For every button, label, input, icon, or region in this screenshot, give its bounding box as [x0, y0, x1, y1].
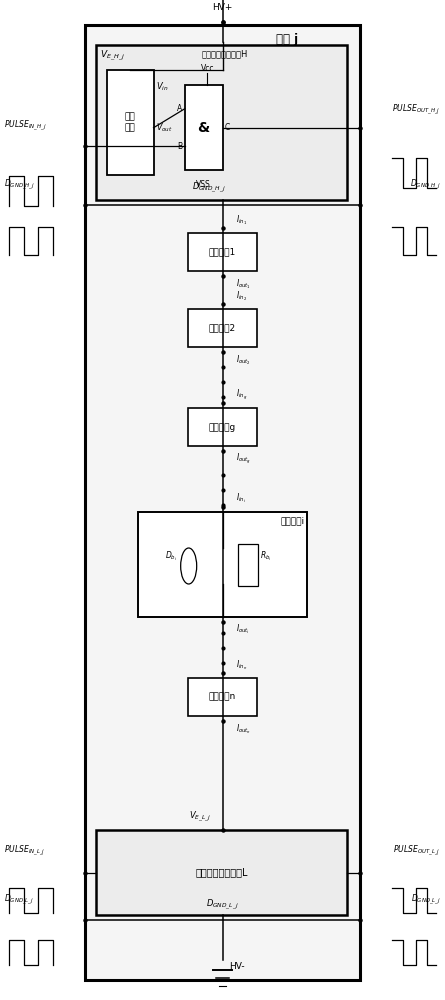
Text: $I_{out_i}$: $I_{out_i}$ — [236, 623, 250, 636]
Text: $V_{E\_L\_j}$: $V_{E\_L\_j}$ — [189, 810, 211, 824]
Text: $PULSE_{OUT\_H\_j}$: $PULSE_{OUT\_H\_j}$ — [392, 102, 441, 117]
Text: $I_{out_1}$: $I_{out_1}$ — [236, 277, 251, 291]
Bar — [188, 233, 257, 271]
Bar — [96, 830, 347, 915]
Text: 臂桥 j: 臂桥 j — [276, 33, 298, 46]
Text: $V_{E\_H\_j}$: $V_{E\_H\_j}$ — [100, 49, 125, 63]
Text: $D_{GND\_L\_j}$: $D_{GND\_L\_j}$ — [206, 898, 239, 912]
Text: $D_{GND\_L\_j}$: $D_{GND\_L\_j}$ — [411, 893, 441, 907]
Bar — [188, 309, 257, 347]
Text: B: B — [177, 142, 182, 151]
Bar — [188, 678, 257, 716]
Text: 恒流模块1: 恒流模块1 — [209, 247, 236, 256]
Text: $D_{GND\_H\_j}$: $D_{GND\_H\_j}$ — [192, 181, 226, 195]
Bar — [238, 544, 258, 586]
Text: $V_{out}$: $V_{out}$ — [156, 121, 173, 134]
Text: $I_{out_n}$: $I_{out_n}$ — [236, 722, 251, 736]
Text: $I_{in_2}$: $I_{in_2}$ — [236, 289, 247, 303]
Text: Vcc: Vcc — [201, 64, 214, 73]
Bar — [138, 512, 307, 616]
Text: $I_{in_g}$: $I_{in_g}$ — [236, 388, 247, 402]
Bar — [96, 45, 347, 200]
Text: C: C — [225, 123, 230, 132]
Text: $I_{out_2}$: $I_{out_2}$ — [236, 353, 251, 367]
Text: &: & — [198, 121, 210, 135]
Text: $D_{b_i}$: $D_{b_i}$ — [165, 549, 178, 563]
Text: $I_{in_n}$: $I_{in_n}$ — [236, 658, 247, 672]
Text: $D_{GND\_L\_j}$: $D_{GND\_L\_j}$ — [4, 893, 34, 907]
Text: $I_{in_1}$: $I_{in_1}$ — [236, 213, 247, 227]
Text: VSS: VSS — [196, 180, 211, 189]
Text: 恒流模块g: 恒流模块g — [209, 422, 236, 432]
Text: 悬浮脉冲驱动模块H: 悬浮脉冲驱动模块H — [201, 49, 248, 58]
Text: $R_{b_i}$: $R_{b_i}$ — [260, 549, 272, 563]
Bar — [188, 408, 257, 446]
Bar — [85, 25, 360, 980]
Text: 稳压
电路: 稳压 电路 — [125, 113, 136, 132]
Text: A: A — [177, 104, 182, 113]
Text: 恒流模块n: 恒流模块n — [209, 692, 236, 702]
Text: $PULSE_{OUT\_L\_j}$: $PULSE_{OUT\_L\_j}$ — [393, 843, 441, 858]
Bar — [107, 70, 154, 175]
Text: $I_{out_g}$: $I_{out_g}$ — [236, 452, 251, 466]
Text: 悬浮脉冲驱动模块L: 悬浮脉冲驱动模块L — [195, 867, 247, 878]
Text: $D_{GND\_H\_j}$: $D_{GND\_H\_j}$ — [409, 178, 441, 192]
Text: $D_{GND\_H\_j}$: $D_{GND\_H\_j}$ — [4, 178, 36, 192]
Bar — [185, 85, 222, 170]
Text: $V_{in}$: $V_{in}$ — [156, 80, 169, 93]
Text: $PULSE_{IN\_H\_j}$: $PULSE_{IN\_H\_j}$ — [4, 119, 47, 133]
Text: 恒流模块2: 恒流模块2 — [209, 324, 236, 332]
Text: 恒流模块i: 恒流模块i — [281, 516, 305, 526]
Text: $I_{in_i}$: $I_{in_i}$ — [236, 492, 246, 505]
Text: $PULSE_{IN\_L\_j}$: $PULSE_{IN\_L\_j}$ — [4, 843, 46, 858]
Text: HV+: HV+ — [212, 3, 233, 12]
Text: HV-: HV- — [229, 962, 245, 971]
